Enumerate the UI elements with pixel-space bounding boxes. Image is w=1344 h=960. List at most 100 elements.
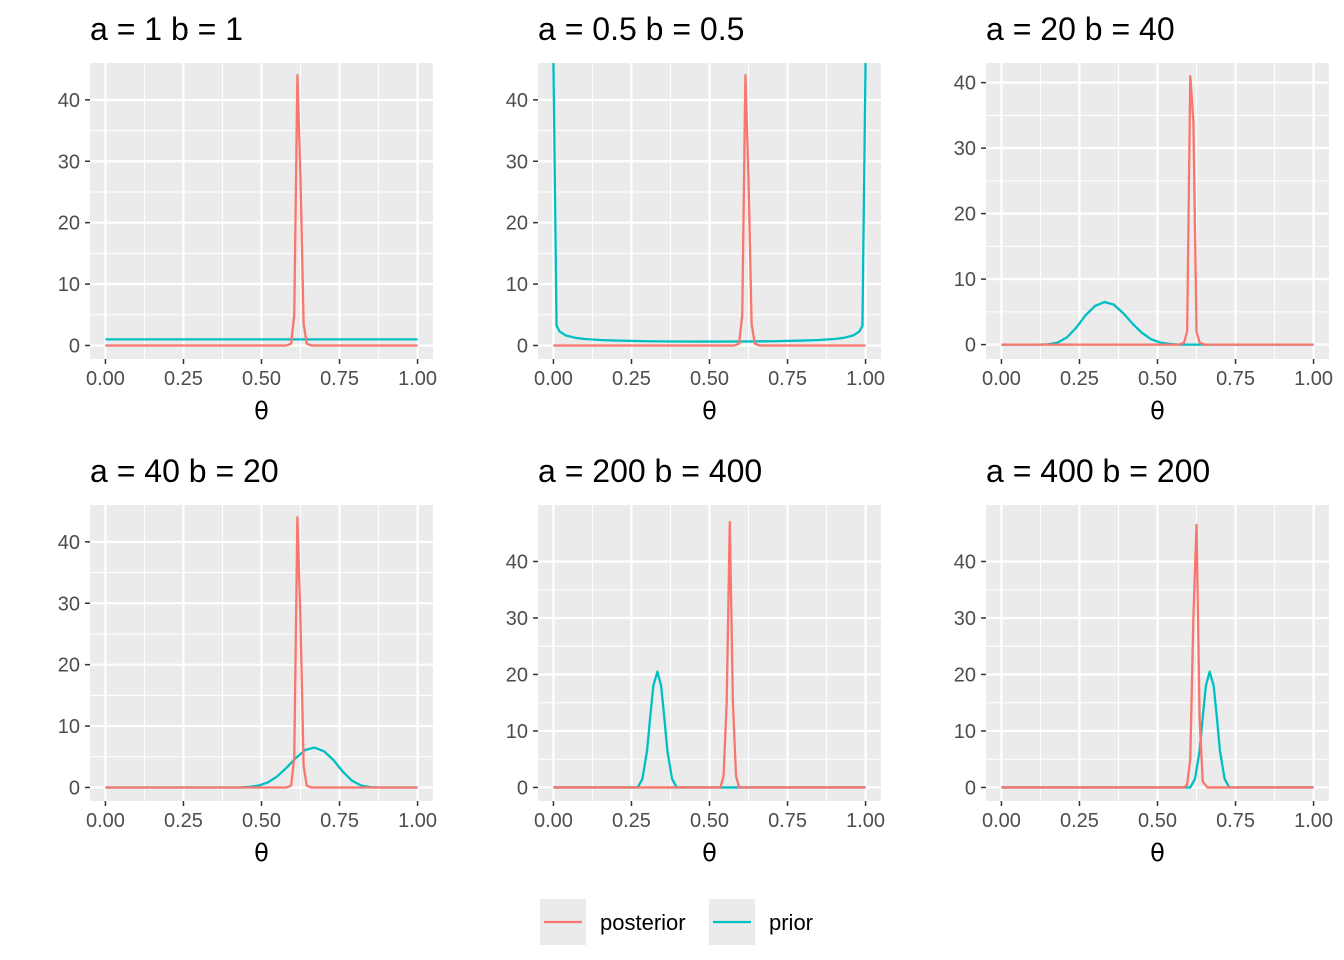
x-tick-label: 0.00: [534, 368, 573, 390]
y-tick-label: 10: [954, 269, 976, 291]
prior-line: [1001, 300, 1314, 346]
y-tick-label: 30: [58, 151, 80, 173]
legend-item-prior: prior: [709, 899, 813, 945]
x-axis-title: θ: [1150, 839, 1165, 867]
panel-6: a = 400 b = 200 0.00 0.25 0.50 0.75 1.00 0 10 20…: [954, 453, 1333, 867]
x-tick-label: 0.25: [612, 810, 651, 832]
x-tick-label: 0.50: [690, 810, 729, 832]
y-tick-label: 40: [58, 532, 80, 554]
posterior-line: [105, 74, 418, 347]
panel-3: a = 20 b = 40 0.00 0.25 0.50 0.75 1.00 0 10 20 30…: [954, 11, 1333, 425]
x-tick-label: 0.50: [690, 368, 729, 390]
y-tick-label: 10: [58, 274, 80, 296]
series-lines: [1001, 523, 1314, 789]
x-tick-label: 0.00: [982, 368, 1021, 390]
x-tick-label: 0.00: [86, 810, 125, 832]
y-tick-label: 30: [954, 138, 976, 160]
panel-1: a = 1 b = 1 0.00 0.25 0.50 0.75 1.00 0 10 20 30 40…: [58, 11, 437, 425]
x-axis-title: θ: [254, 397, 269, 425]
y-tick-label: 30: [506, 151, 528, 173]
x-tick-label: 0.25: [1060, 368, 1099, 390]
x-tick-label: 0.25: [164, 368, 203, 390]
panel-title: a = 400 b = 200: [986, 453, 1210, 489]
legend: posterior prior: [540, 899, 813, 945]
x-tick-label: 1.00: [1294, 368, 1333, 390]
x-tick-label: 1.00: [398, 810, 437, 832]
y-tick-label: 20: [954, 664, 976, 686]
y-tick-label: 0: [517, 777, 528, 799]
x-tick-label: 0.00: [534, 810, 573, 832]
y-tick-label: 40: [506, 551, 528, 573]
panels: a = 1 b = 1 0.00 0.25 0.50 0.75 1.00 0 10 20 30 40…: [58, 11, 1333, 867]
x-tick-label: 0.75: [1216, 368, 1255, 390]
x-tick-label: 0.75: [768, 810, 807, 832]
panel-2: a = 0.5 b = 0.5 0.00 0.25 0.50 0.75 1.00 0 10 20…: [506, 11, 885, 425]
x-tick-label: 0.50: [242, 368, 281, 390]
x-tick-label: 0.25: [612, 368, 651, 390]
x-tick-label: 0.75: [320, 810, 359, 832]
y-tick-label: 0: [965, 777, 976, 799]
y-tick-label: 40: [506, 90, 528, 112]
y-tick-label: 30: [954, 608, 976, 630]
series-lines: [105, 74, 418, 347]
y-tick-label: 40: [954, 73, 976, 95]
x-tick-label: 1.00: [398, 368, 437, 390]
panel-title: a = 40 b = 20: [90, 453, 279, 489]
panel-title: a = 1 b = 1: [90, 11, 243, 47]
y-tick-label: 20: [58, 655, 80, 677]
prior-line: [105, 746, 418, 789]
x-axis-title: θ: [702, 397, 717, 425]
x-tick-label: 0.75: [768, 368, 807, 390]
series-lines: [105, 516, 418, 789]
x-tick-label: 1.00: [846, 810, 885, 832]
y-tick-label: 20: [58, 213, 80, 235]
x-tick-label: 1.00: [846, 368, 885, 390]
y-tick-label: 10: [954, 721, 976, 743]
panel-title: a = 20 b = 40: [986, 11, 1175, 47]
panel-title: a = 0.5 b = 0.5: [538, 11, 744, 47]
x-axis-title: θ: [1150, 397, 1165, 425]
x-tick-label: 0.75: [1216, 810, 1255, 832]
x-tick-label: 0.25: [164, 810, 203, 832]
y-tick-label: 20: [506, 664, 528, 686]
x-axis-title: θ: [702, 839, 717, 867]
legend-label: posterior: [600, 910, 686, 935]
prior-line: [553, 670, 866, 789]
y-tick-label: 10: [506, 274, 528, 296]
legend-item-posterior: posterior: [540, 899, 686, 945]
x-tick-label: 0.50: [1138, 368, 1177, 390]
series-lines: [1001, 74, 1314, 346]
posterior-line: [553, 520, 866, 789]
posterior-line: [1001, 523, 1314, 789]
y-tick-label: 40: [58, 90, 80, 112]
y-tick-label: 30: [506, 608, 528, 630]
x-axis-title: θ: [254, 839, 269, 867]
y-tick-label: 0: [69, 777, 80, 799]
series-lines: [553, 520, 866, 789]
panel-4: a = 40 b = 20 0.00 0.25 0.50 0.75 1.00 0 10 20 30…: [58, 453, 437, 867]
x-tick-label: 1.00: [1294, 810, 1333, 832]
y-tick-label: 40: [954, 551, 976, 573]
panel-title: a = 200 b = 400: [538, 453, 762, 489]
x-tick-label: 0.50: [1138, 810, 1177, 832]
y-tick-label: 30: [58, 593, 80, 615]
y-tick-label: 0: [517, 335, 528, 357]
y-tick-label: 10: [506, 721, 528, 743]
posterior-line: [553, 74, 866, 347]
x-tick-label: 0.25: [1060, 810, 1099, 832]
posterior-line: [1001, 74, 1314, 346]
y-tick-label: 20: [954, 204, 976, 226]
legend-label: prior: [769, 910, 813, 935]
y-tick-label: 0: [69, 335, 80, 357]
y-tick-label: 0: [965, 335, 976, 357]
x-tick-label: 0.75: [320, 368, 359, 390]
x-tick-label: 0.00: [86, 368, 125, 390]
prior-line: [552, 63, 867, 343]
x-tick-label: 0.50: [242, 810, 281, 832]
prior-line: [1001, 670, 1314, 789]
panel-5: a = 200 b = 400 0.00 0.25 0.50 0.75 1.00 0 10 20…: [506, 453, 885, 867]
series-lines: [552, 63, 867, 347]
x-tick-label: 0.00: [982, 810, 1021, 832]
y-tick-label: 10: [58, 716, 80, 738]
